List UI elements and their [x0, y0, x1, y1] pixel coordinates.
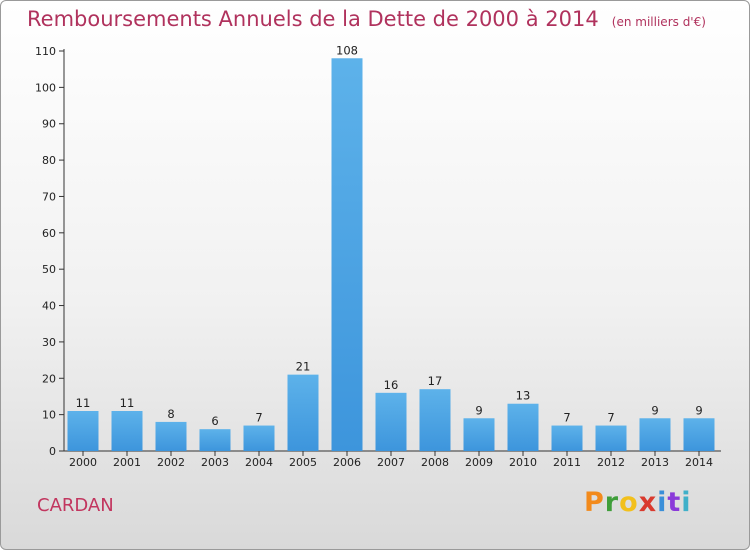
bar-value-label: 7 — [607, 411, 614, 425]
bar — [331, 58, 363, 451]
bar-value-label: 13 — [516, 389, 531, 403]
y-tick-label: 20 — [42, 372, 56, 385]
y-tick-label: 40 — [42, 300, 56, 313]
x-tick-label: 2009 — [465, 456, 493, 469]
chart-unit-note: (en milliers d'€) — [611, 15, 706, 29]
y-tick-label: 30 — [42, 336, 56, 349]
y-tick-label: 80 — [42, 154, 56, 167]
logo-letter: i — [657, 487, 668, 518]
y-tick-label: 10 — [42, 409, 56, 422]
logo-letter: r — [604, 487, 620, 518]
x-tick-label: 2002 — [157, 456, 185, 469]
logo-letter: i — [681, 487, 692, 518]
y-tick-label: 50 — [42, 263, 56, 276]
logo-letter: P — [584, 487, 605, 518]
bar-value-label: 6 — [211, 414, 218, 428]
bar — [463, 418, 495, 451]
bar — [419, 389, 451, 451]
bar — [287, 374, 319, 451]
bar — [155, 421, 187, 451]
logo-letter: t — [667, 487, 682, 518]
x-tick-label: 2000 — [69, 456, 97, 469]
x-tick-label: 2003 — [201, 456, 229, 469]
bar-value-label: 9 — [475, 403, 482, 417]
bar-value-label: 8 — [167, 407, 174, 421]
bar — [551, 425, 583, 451]
bar-value-label: 9 — [695, 403, 702, 417]
logo-letter: o — [619, 487, 639, 518]
bar-value-label: 108 — [336, 43, 358, 57]
x-tick-label: 2011 — [553, 456, 581, 469]
bar — [375, 392, 407, 451]
bar — [111, 411, 143, 451]
x-tick-label: 2006 — [333, 456, 361, 469]
bar-value-label: 11 — [120, 396, 135, 410]
y-tick-label: 90 — [42, 118, 56, 131]
x-tick-label: 2012 — [597, 456, 625, 469]
bar-value-label: 17 — [428, 374, 443, 388]
bar — [243, 425, 275, 451]
x-tick-label: 2005 — [289, 456, 317, 469]
logo-letter: x — [638, 487, 658, 518]
y-tick-label: 0 — [49, 445, 56, 458]
x-tick-label: 2007 — [377, 456, 405, 469]
proxiti-logo: Proxiti — [584, 487, 692, 518]
bar-value-label: 7 — [563, 411, 570, 425]
bar — [595, 425, 627, 451]
x-tick-label: 2014 — [685, 456, 713, 469]
x-tick-label: 2004 — [245, 456, 273, 469]
bar-value-label: 21 — [296, 360, 311, 374]
x-tick-label: 2013 — [641, 456, 669, 469]
chart-title-text: Remboursements Annuels de la Dette de 20… — [27, 7, 599, 31]
chart-title: Remboursements Annuels de la Dette de 20… — [27, 7, 706, 31]
y-tick-label: 70 — [42, 190, 56, 203]
commune-name: CARDAN — [37, 495, 114, 516]
y-tick-label: 100 — [35, 81, 56, 94]
bar — [67, 411, 99, 451]
bar-value-label: 11 — [76, 396, 91, 410]
y-tick-label: 110 — [35, 45, 56, 58]
x-tick-label: 2008 — [421, 456, 449, 469]
bar — [199, 429, 231, 451]
bar — [683, 418, 715, 451]
bar-value-label: 16 — [384, 378, 399, 392]
x-tick-label: 2010 — [509, 456, 537, 469]
bar — [507, 403, 539, 451]
x-tick-label: 2001 — [113, 456, 141, 469]
bar-value-label: 9 — [651, 403, 658, 417]
bar-value-label: 7 — [255, 411, 262, 425]
y-tick-label: 60 — [42, 227, 56, 240]
bar — [639, 418, 671, 451]
